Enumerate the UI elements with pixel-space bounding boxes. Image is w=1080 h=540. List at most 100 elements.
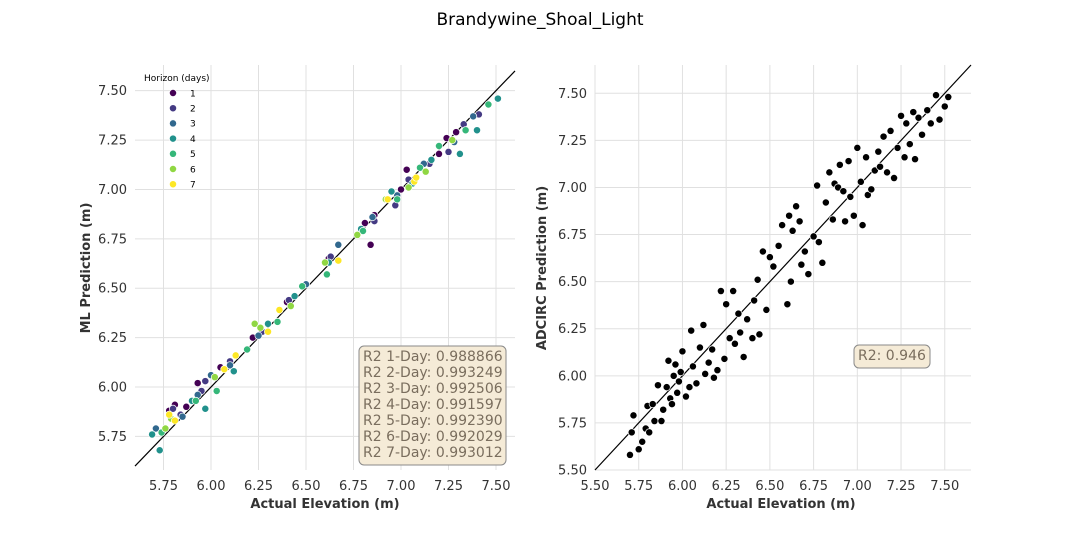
adcirc-prediction-chart: 5.50 5.75 6.00 6.25 6.50 6.75 7.00 7.25 7.50 5.50…: [535, 64, 972, 512]
scatter-point: [788, 226, 797, 235]
scatter-point: [856, 177, 865, 186]
adcirc-chart-stats-box: R2: 0.946: [853, 344, 931, 369]
scatter-point: [220, 365, 229, 374]
y-tick-label: 6.50: [558, 275, 587, 290]
scatter-point: [725, 334, 734, 343]
scatter-point: [774, 241, 783, 250]
scatter-point: [883, 168, 892, 177]
scatter-point: [828, 215, 837, 224]
scatter-point: [870, 166, 879, 175]
scatter-point: [748, 334, 757, 343]
y-tick-label: 6.75: [558, 228, 587, 243]
stats-box-lines: R2: 0.946: [858, 348, 926, 364]
scatter-point: [455, 149, 464, 158]
x-tick-label: 6.00: [197, 479, 226, 494]
scatter-point: [448, 136, 457, 145]
scatter-point: [359, 227, 367, 235]
scatter-point: [638, 437, 647, 446]
scatter-point: [804, 270, 813, 279]
scatter-point: [844, 157, 853, 166]
scatter-point: [334, 240, 343, 249]
scatter-point: [273, 317, 282, 326]
legend-label: 3: [190, 120, 196, 130]
stats-line: R2 5-Day: 0.992390: [363, 413, 503, 429]
ml-chart-legend: Horizon (days) 1 2 3 4 5 6 7: [144, 74, 210, 191]
x-tick-label: 5.75: [149, 479, 178, 494]
scatter-point: [645, 428, 654, 437]
scatter-point: [421, 167, 430, 176]
scatter-point: [701, 369, 710, 378]
scatter-point: [155, 446, 164, 455]
scatter-point: [322, 270, 331, 279]
x-tick-label: 6.25: [244, 479, 273, 494]
legend-title: Horizon (days): [144, 74, 210, 84]
scatter-point: [902, 119, 911, 128]
scatter-point: [626, 450, 634, 459]
legend-marker: [169, 104, 177, 113]
ml-chart-points: [148, 94, 502, 455]
stats-box-background: [853, 344, 931, 369]
ml-prediction-chart: 5.75 6.00 6.25 6.50 6.75 7.00 7.25 7.50 5.75 6.00…: [79, 65, 516, 512]
x-tick-label: 7.50: [930, 479, 959, 494]
x-tick-label: 7.25: [434, 479, 463, 494]
scatter-point: [275, 306, 284, 314]
scatter-point: [692, 379, 701, 388]
scatter-point: [753, 275, 762, 284]
legend-label: 2: [190, 105, 196, 115]
y-tick-label: 5.50: [558, 464, 587, 479]
scatter-point: [321, 258, 329, 267]
scatter-point: [435, 149, 443, 158]
scatter-point: [750, 296, 759, 305]
scatter-point: [662, 383, 671, 392]
scatter-point: [786, 277, 795, 286]
scatter-point: [688, 362, 697, 371]
scatter-point: [264, 319, 272, 328]
scatter-point: [839, 187, 848, 196]
legend-label: 5: [190, 150, 196, 160]
scatter-point: [170, 416, 179, 425]
legend-marker: [169, 149, 177, 158]
scatter-point: [250, 319, 259, 328]
ml-chart-x-axis-label: Actual Elevation (m): [250, 497, 399, 512]
adcirc-chart-y-axis-label: ADCIRC Prediction (m): [535, 186, 550, 350]
scatter-point: [650, 417, 659, 425]
scatter-point: [765, 253, 774, 262]
scatter-point: [353, 230, 362, 239]
scatter-point: [813, 181, 822, 190]
scatter-point: [674, 377, 683, 386]
adcirc-chart-x-axis-label: Actual Elevation (m): [706, 497, 855, 512]
scatter-point: [427, 155, 436, 164]
legend-label: 1: [190, 89, 196, 99]
y-tick-label: 6.75: [98, 232, 127, 247]
scatter-point: [825, 168, 834, 177]
scatter-point: [800, 247, 809, 256]
stats-box-background: [358, 345, 507, 466]
scatter-point: [849, 211, 858, 220]
scatter-point: [473, 126, 481, 135]
scatter-point: [890, 174, 899, 182]
scatter-point: [634, 445, 643, 454]
x-tick-label: 7.50: [482, 479, 511, 494]
scatter-point: [713, 366, 722, 375]
stats-line: R2 1-Day: 0.988866: [363, 349, 503, 365]
scatter-point: [818, 258, 827, 267]
scatter-point: [940, 102, 949, 111]
x-tick-label: 5.50: [581, 479, 610, 494]
scatter-point: [835, 160, 844, 169]
scatter-point: [627, 428, 636, 437]
scatter-point: [926, 119, 935, 128]
scatter-point: [229, 367, 238, 376]
scatter-point: [298, 282, 307, 291]
scatter-point: [629, 411, 638, 420]
scatter-point: [673, 388, 682, 397]
scatter-point: [722, 300, 731, 309]
scatter-point: [648, 400, 657, 409]
scatter-point: [932, 91, 940, 100]
x-tick-label: 7.00: [843, 479, 872, 494]
scatter-point: [708, 345, 717, 354]
scatter-point: [935, 115, 944, 124]
scatter-point: [161, 424, 170, 433]
scatter-point: [444, 147, 453, 156]
